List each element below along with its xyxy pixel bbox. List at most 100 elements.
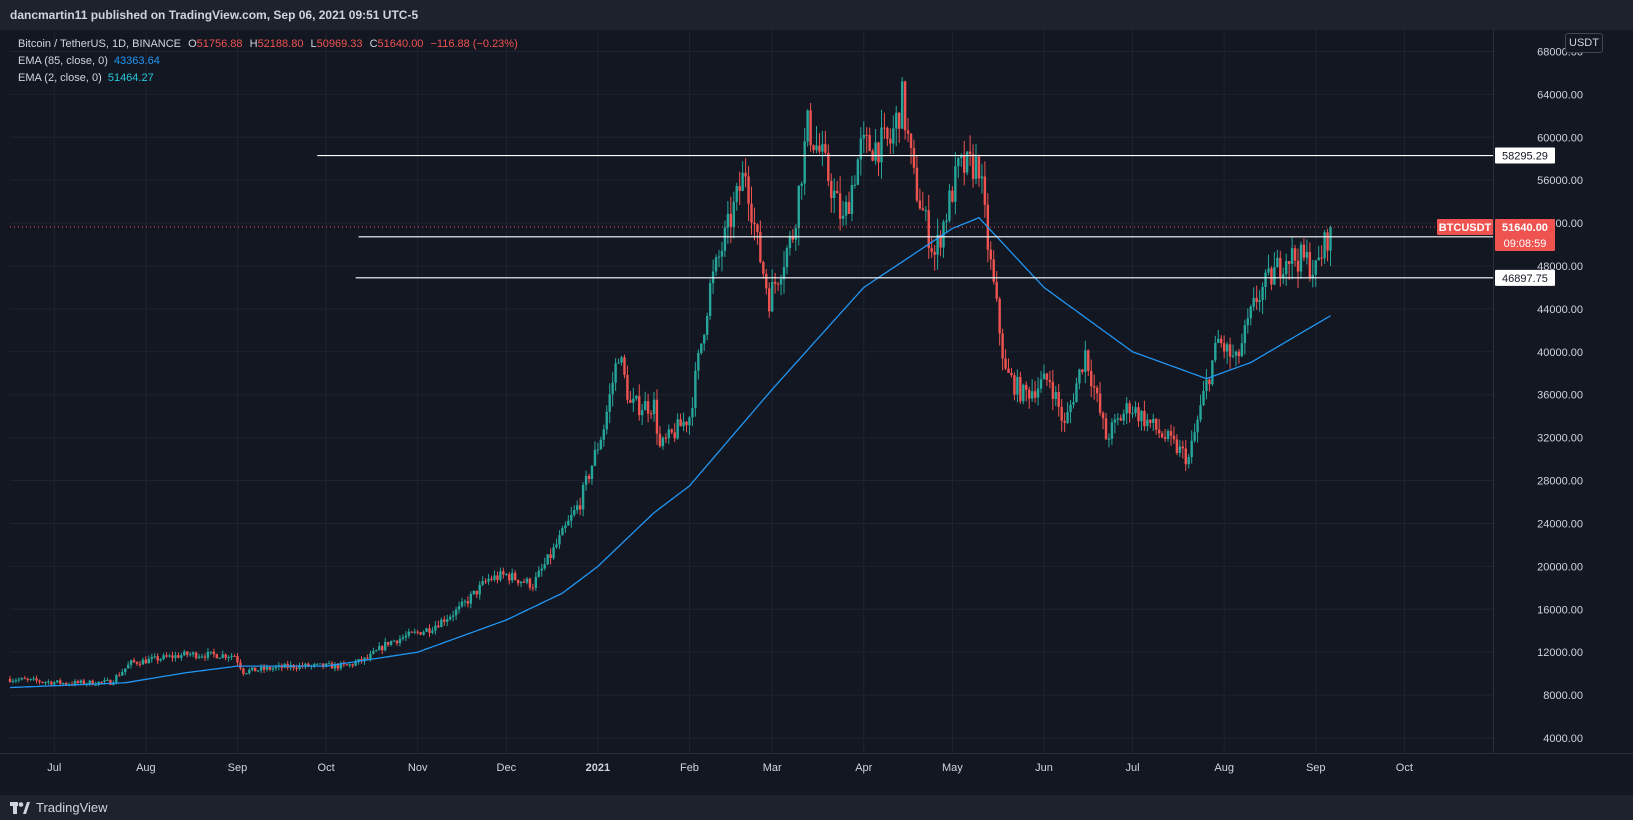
candle-body — [818, 145, 821, 152]
candle-body — [106, 680, 109, 682]
candle-body — [1285, 261, 1288, 275]
candle-body — [599, 439, 603, 450]
candle-body — [1054, 392, 1057, 399]
candle-body — [1152, 418, 1155, 423]
candle-body — [1320, 257, 1323, 259]
x-tick-label: Sep — [228, 762, 248, 774]
x-tick-label: 2021 — [586, 762, 610, 774]
candle-body — [496, 575, 499, 580]
candle-body — [425, 628, 428, 632]
candle-body — [974, 156, 978, 179]
candle-body — [948, 190, 951, 221]
y-tick-label: 60000.00 — [1537, 132, 1583, 144]
candle-body — [791, 235, 795, 240]
candle-body — [957, 158, 960, 167]
chart-area[interactable]: 4000.00 8000.00 12000.00 16000.00 20000.00 24… — [0, 30, 1633, 795]
candle-body — [165, 655, 168, 657]
candle-body — [945, 220, 948, 222]
candle-body — [505, 574, 508, 576]
candle-body — [168, 655, 171, 657]
candle-body — [570, 515, 573, 521]
candle-body — [581, 484, 585, 510]
candle-body — [670, 429, 673, 433]
candle-body — [877, 142, 880, 163]
candle-body — [841, 215, 845, 219]
candle-body — [1160, 433, 1164, 438]
candle-body — [853, 184, 857, 186]
candle-body — [1264, 272, 1267, 287]
candle-body — [1119, 418, 1122, 421]
candle-body — [1033, 391, 1037, 398]
candle-body — [915, 167, 919, 201]
legend-ema2-row[interactable]: EMA (2, close, 0) 51464.27 — [18, 70, 518, 87]
candle-body — [617, 362, 620, 364]
candle-body — [788, 235, 792, 249]
candle-body — [271, 668, 275, 670]
symbol-name[interactable]: Bitcoin / TetherUS, 1D, BINANCE — [18, 38, 182, 50]
candle-body — [186, 651, 189, 655]
candle-body — [936, 234, 939, 255]
candle-body — [59, 680, 62, 684]
candle-body — [700, 343, 703, 353]
candle-body — [256, 670, 260, 672]
candle-body — [383, 641, 387, 651]
candle-body — [1001, 333, 1004, 359]
candle-body — [191, 652, 195, 655]
candle-body — [717, 256, 721, 258]
candle-body — [835, 190, 839, 194]
candle-body — [1217, 338, 1220, 343]
candle-body — [1140, 410, 1143, 422]
candle-body — [1081, 369, 1084, 372]
candle-body — [150, 657, 154, 659]
candle-body — [407, 631, 411, 636]
candle-body — [47, 681, 50, 683]
candle-body — [688, 417, 691, 426]
candles — [8, 77, 1332, 687]
x-tick-label: Aug — [136, 762, 156, 774]
candle-body — [404, 635, 408, 638]
candle-body — [980, 176, 984, 179]
candle-body — [714, 257, 718, 272]
x-tick-label: Dec — [497, 762, 517, 774]
candle-body — [971, 154, 975, 179]
symbol-tag-label: BTCUSDT — [1439, 222, 1492, 234]
price-chart[interactable]: 4000.00 8000.00 12000.00 16000.00 20000.00 24… — [0, 30, 1633, 795]
candle-body — [38, 680, 41, 682]
last-price-label: 51640.00 — [1502, 222, 1548, 234]
candle-body — [770, 281, 774, 312]
tradingview-logo[interactable]: TradingView — [10, 800, 108, 815]
y-tick-label: 40000.00 — [1537, 347, 1583, 359]
candle-body — [850, 185, 854, 214]
symbol-tag — [1437, 218, 1493, 235]
candle-body — [803, 141, 806, 184]
horizontal-levels — [10, 154, 1493, 279]
currency-badge[interactable]: USDT — [1565, 33, 1603, 53]
low-label: L — [310, 38, 317, 50]
candle-body — [649, 413, 653, 415]
candle-body — [236, 656, 239, 663]
y-tick-label: 56000.00 — [1537, 175, 1583, 187]
candle-body — [1255, 297, 1258, 303]
candle-body — [726, 213, 730, 228]
candle-body — [339, 663, 343, 669]
y-tick-label: 36000.00 — [1537, 390, 1583, 402]
candle-body — [448, 616, 452, 620]
axis-labels: 4000.00 8000.00 12000.00 16000.00 20000.00 24… — [47, 46, 1583, 774]
candle-body — [1113, 419, 1117, 423]
legend-ema1-row[interactable]: EMA (85, close, 0) 43363.64 — [18, 53, 518, 70]
candle-body — [703, 334, 706, 344]
candle-body — [643, 401, 647, 411]
candle-body — [534, 576, 538, 588]
candle-body — [815, 145, 818, 151]
candle-body — [147, 658, 151, 664]
candle-body — [242, 668, 245, 674]
candle-body — [35, 678, 38, 681]
candle-body — [806, 110, 809, 142]
candle-body — [431, 630, 434, 633]
candle-body — [463, 601, 467, 603]
candle-body — [437, 625, 440, 628]
ema-85-line[interactable] — [9, 216, 1331, 689]
candle-body — [129, 660, 133, 665]
candle-body — [1258, 300, 1261, 303]
candle-body — [646, 401, 650, 414]
